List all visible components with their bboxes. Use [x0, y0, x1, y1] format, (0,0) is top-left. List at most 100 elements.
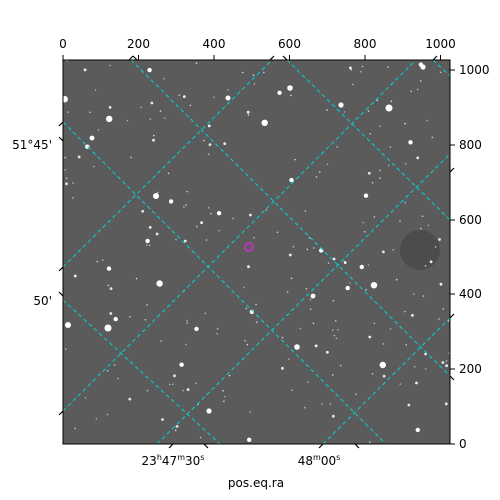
- star: [420, 227, 422, 230]
- star: [286, 291, 289, 293]
- grid-line: [432, 60, 450, 77]
- star: [429, 260, 433, 264]
- star: [359, 264, 364, 270]
- star: [308, 237, 311, 239]
- right-tick-label: 600: [459, 213, 482, 227]
- star: [420, 80, 422, 82]
- star: [349, 66, 352, 70]
- star: [373, 322, 376, 325]
- star: [67, 111, 69, 113]
- star: [329, 403, 332, 406]
- star: [178, 94, 181, 96]
- star: [363, 193, 369, 198]
- star: [64, 156, 66, 159]
- star: [255, 303, 257, 306]
- x-axis-title: pos.eq.ra: [228, 476, 284, 490]
- star: [224, 395, 226, 398]
- right-tick-label: 1000: [459, 63, 490, 77]
- star: [360, 70, 362, 73]
- star: [253, 83, 256, 85]
- star: [263, 71, 265, 74]
- star: [232, 217, 234, 220]
- right-tick-label: 800: [459, 138, 482, 152]
- star: [102, 259, 104, 261]
- star: [74, 427, 76, 430]
- star: [63, 96, 68, 103]
- star: [424, 368, 427, 370]
- dec-tick-label: 51°45': [12, 138, 52, 152]
- star: [434, 246, 437, 248]
- star: [183, 206, 185, 208]
- star: [379, 169, 381, 172]
- star: [334, 320, 337, 322]
- star: [321, 403, 323, 405]
- bright-star: [338, 102, 344, 108]
- star: [333, 334, 336, 337]
- star: [160, 340, 162, 342]
- bright-star: [65, 322, 71, 328]
- star: [203, 139, 205, 142]
- star: [195, 382, 197, 385]
- star: [345, 285, 350, 291]
- star: [335, 337, 338, 340]
- star: [148, 226, 152, 229]
- bright-star: [206, 408, 212, 414]
- grid-line: [63, 299, 221, 444]
- star: [186, 388, 190, 391]
- star: [327, 262, 330, 264]
- star: [72, 182, 74, 184]
- star: [399, 383, 402, 385]
- star: [307, 381, 309, 384]
- star: [141, 209, 145, 213]
- plot-frame: [62, 59, 451, 445]
- star: [337, 329, 339, 331]
- star: [289, 177, 294, 183]
- star: [199, 436, 202, 439]
- star: [216, 327, 219, 330]
- star: [306, 248, 309, 251]
- star: [244, 340, 246, 342]
- star: [106, 266, 112, 271]
- star: [173, 374, 176, 378]
- star: [249, 411, 252, 413]
- star: [147, 67, 152, 73]
- star: [146, 244, 148, 246]
- star: [441, 361, 445, 364]
- star: [424, 265, 427, 267]
- star: [415, 427, 420, 433]
- right-tick-label: 400: [459, 287, 482, 301]
- star: [196, 225, 198, 228]
- star: [424, 352, 427, 356]
- star: [421, 215, 424, 217]
- top-tick-label: 800: [354, 37, 377, 51]
- star: [367, 171, 371, 175]
- star: [145, 238, 150, 244]
- star: [189, 104, 192, 107]
- star: [159, 110, 162, 112]
- star: [305, 288, 308, 290]
- star: [365, 289, 367, 291]
- star: [255, 321, 258, 323]
- star: [416, 88, 419, 91]
- star: [387, 66, 390, 68]
- star: [204, 312, 207, 315]
- dark-halo: [400, 230, 440, 270]
- star: [113, 316, 118, 322]
- star: [213, 96, 215, 98]
- bright-star: [294, 344, 300, 350]
- star: [129, 316, 131, 318]
- star: [376, 99, 379, 102]
- star: [281, 336, 284, 339]
- ra-tick-label: 48m00s: [298, 453, 341, 468]
- top-tick-label: 600: [278, 37, 301, 51]
- star: [261, 119, 268, 127]
- star: [410, 90, 413, 93]
- star: [163, 78, 165, 80]
- star: [179, 362, 184, 367]
- star: [183, 239, 187, 243]
- star: [336, 146, 338, 148]
- star: [371, 373, 374, 375]
- star: [292, 246, 295, 248]
- star: [106, 370, 109, 372]
